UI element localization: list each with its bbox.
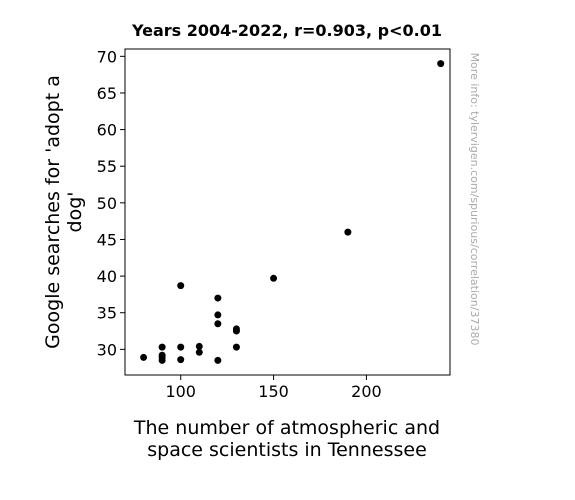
y-axis-label-line-2: dog' (64, 192, 86, 233)
y-tick-label: 70 (97, 47, 117, 66)
y-tick-label: 50 (97, 194, 117, 213)
plot-area (124, 48, 451, 376)
chart-title: Years 2004-2022, r=0.903, p<0.01 (131, 21, 442, 40)
data-point (195, 348, 203, 356)
x-tick-label: 200 (351, 382, 382, 401)
data-point (437, 60, 445, 68)
x-axis: 100 150 200 (165, 375, 382, 401)
y-tick-label: 65 (97, 84, 117, 103)
data-point (140, 353, 148, 361)
data-points (140, 60, 445, 364)
data-point (158, 356, 166, 364)
data-point (177, 282, 185, 290)
x-tick-label: 150 (258, 382, 289, 401)
watermark-text: More info: tylervigen.com/spurious/corre… (468, 53, 481, 346)
y-axis: 30 35 40 45 50 55 60 65 70 (97, 47, 125, 359)
x-axis-label-line-1: The number of atmospheric and (133, 417, 440, 439)
data-point (195, 342, 203, 350)
data-point (214, 294, 222, 302)
y-tick-label: 40 (97, 267, 117, 286)
data-point (214, 311, 222, 319)
data-point (344, 228, 352, 236)
data-point (232, 343, 240, 351)
data-point (270, 274, 278, 282)
data-point (177, 343, 185, 351)
y-tick-label: 55 (97, 157, 117, 176)
y-tick-label: 45 (97, 230, 117, 249)
data-point (177, 356, 185, 364)
x-axis-label-line-2: space scientists in Tennessee (147, 439, 427, 461)
data-point (214, 320, 222, 328)
x-tick-label: 100 (165, 382, 196, 401)
y-tick-label: 30 (97, 340, 117, 359)
data-point (214, 356, 222, 364)
data-point (158, 343, 166, 351)
y-tick-label: 35 (97, 304, 117, 323)
y-axis-label-line-1: Google searches for 'adopt a (42, 75, 64, 349)
data-point (232, 327, 240, 335)
y-tick-label: 60 (97, 121, 117, 140)
